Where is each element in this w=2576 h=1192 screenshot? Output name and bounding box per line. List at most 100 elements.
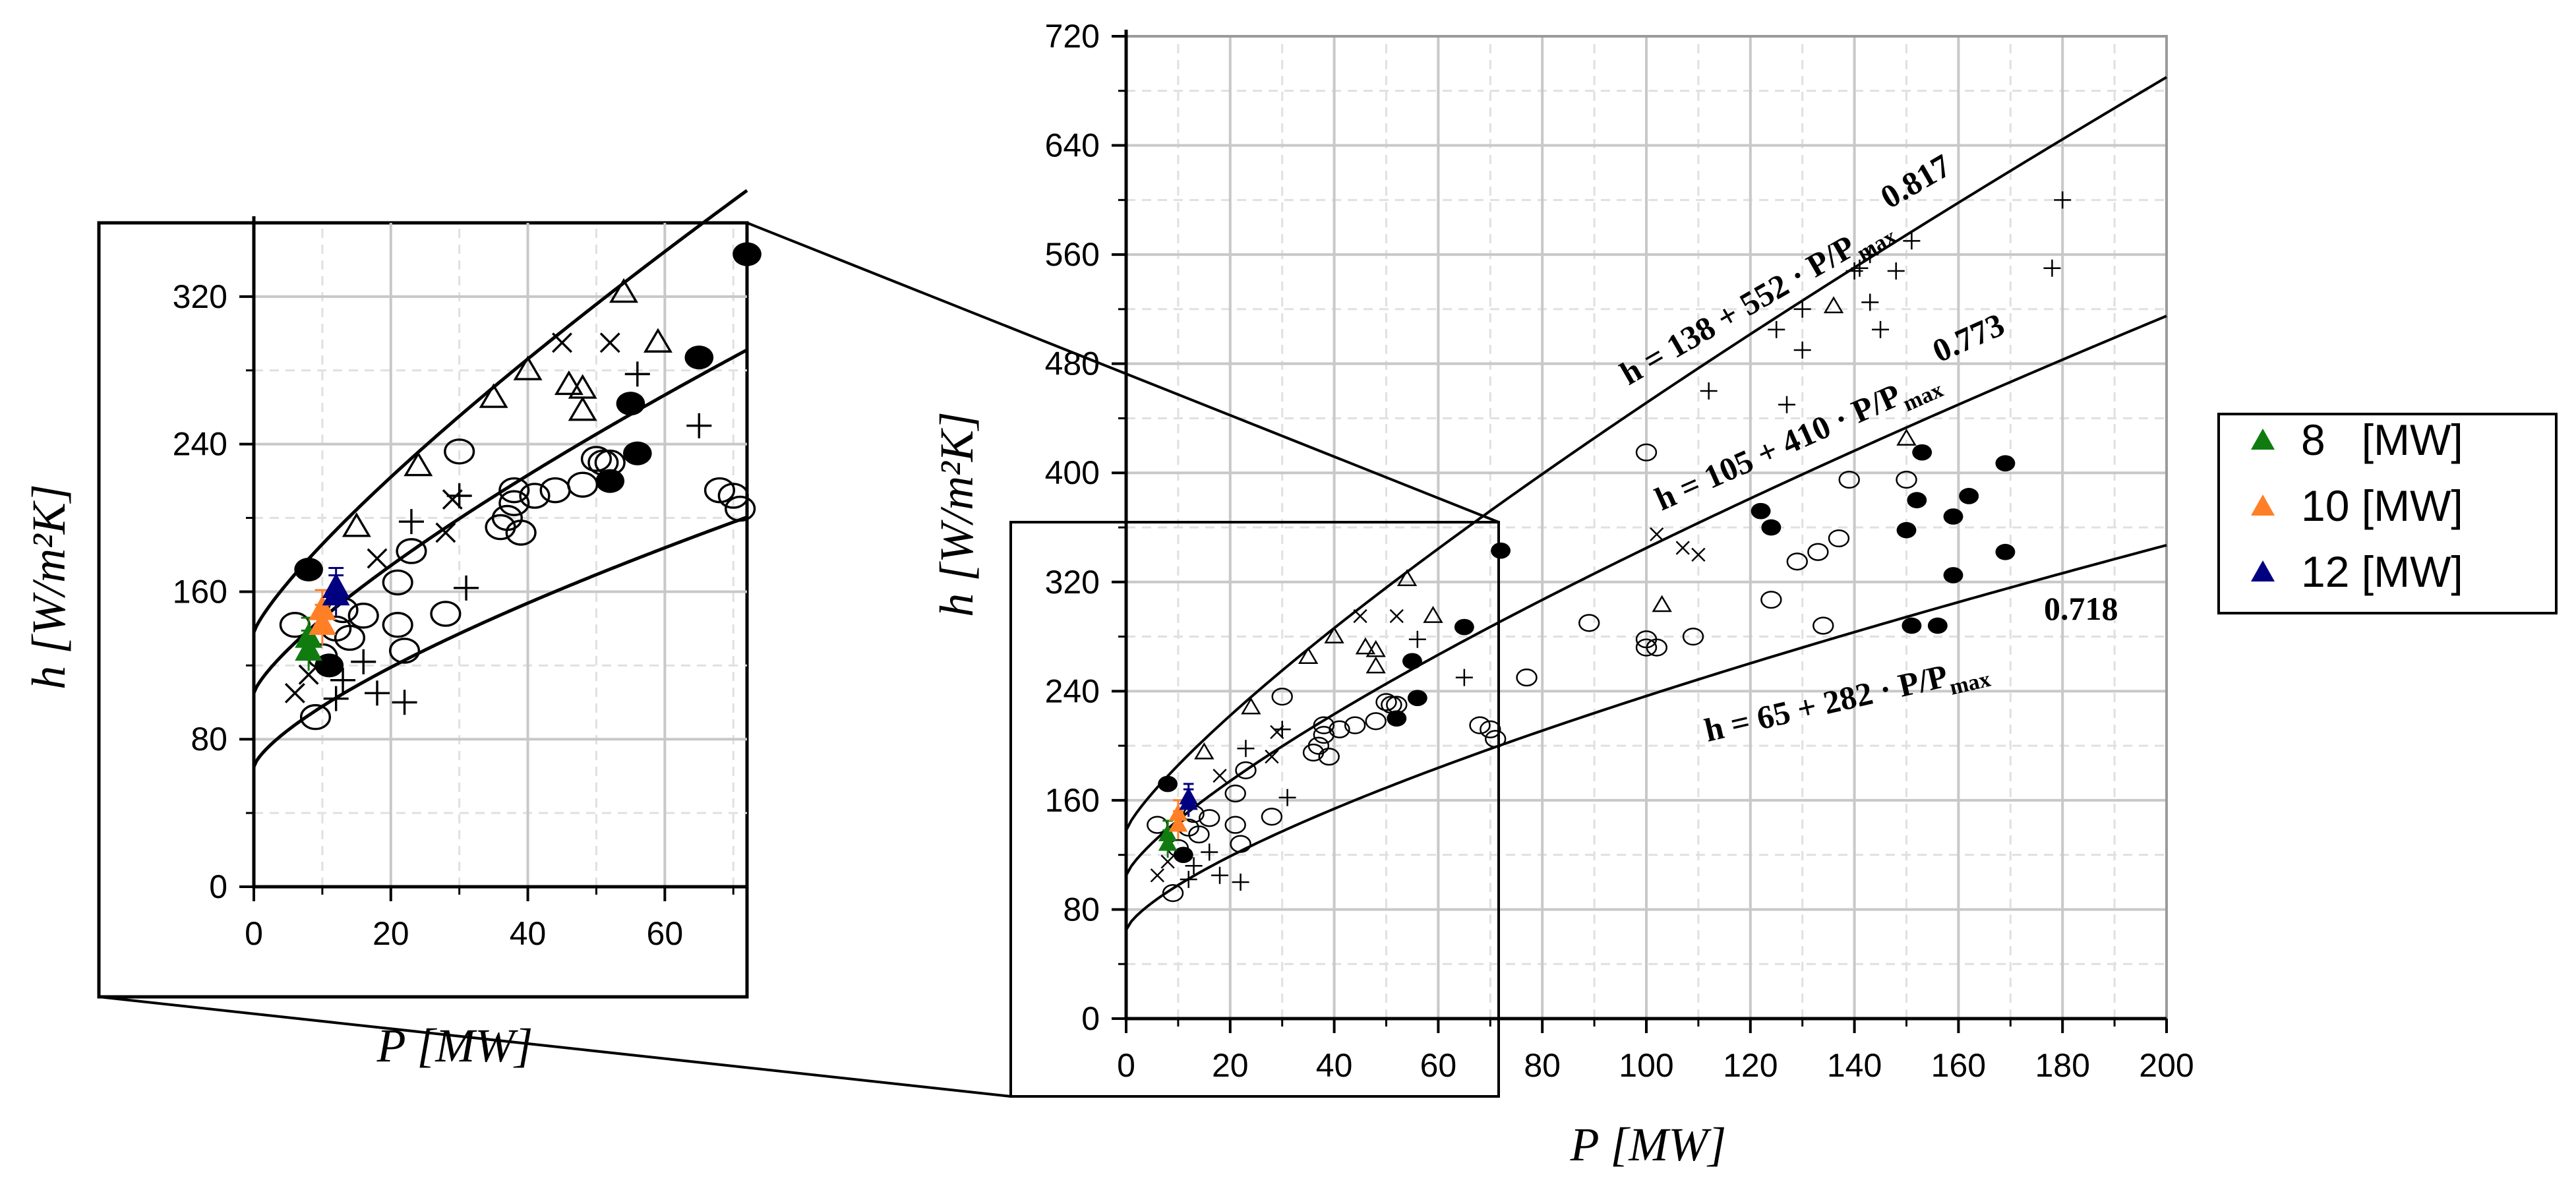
data-point-open-circle	[1786, 552, 1809, 571]
y-tick-label: 160	[173, 573, 227, 610]
data-point-plus	[1201, 843, 1218, 861]
data-point-plus	[1768, 320, 1785, 338]
data-point-x	[442, 489, 463, 510]
y-tick-label: 640	[1045, 127, 1100, 164]
data-point-filled-circle	[1943, 508, 1963, 525]
x-tick-label: 140	[1827, 1047, 1882, 1084]
data-point-filled-circle	[1454, 618, 1474, 636]
data-point-open-circle	[1828, 529, 1850, 548]
data-point-open-circle	[430, 601, 462, 627]
data-point-filled-circle	[1959, 488, 1979, 504]
data-point-open-triangle	[1241, 697, 1261, 715]
data-point-open-circle	[1271, 688, 1293, 706]
x-tick-label: 40	[1316, 1047, 1353, 1084]
data-point-plus	[1180, 870, 1197, 888]
data-point-x	[1650, 527, 1664, 541]
data-point-plus	[1273, 721, 1291, 738]
data-point-x	[1270, 725, 1284, 740]
data-point-open-circle	[725, 495, 756, 522]
x-tick-label: 160	[1931, 1047, 1986, 1084]
data-point-open-circle	[1224, 816, 1246, 834]
data-point-filled-circle	[1907, 492, 1927, 508]
data-point-open-circle	[388, 638, 421, 664]
equation-upper: h = 138 + 552 · P/Pmax0.817	[1603, 146, 1972, 398]
data-point-filled-circle	[1927, 617, 1948, 634]
data-point-open-circle	[1896, 470, 1917, 489]
data-point-filled-triangle	[1179, 792, 1198, 810]
data-point-open-circle	[1329, 720, 1350, 738]
data-point-plus	[351, 649, 376, 674]
data-point-open-circle	[1261, 808, 1283, 826]
data-point-open-circle	[717, 483, 749, 509]
fit-curve-upper	[1125, 76, 2168, 831]
legend: 8 [MW] 10 [MW] 12 [MW]	[2217, 413, 2558, 614]
data-point-x	[1265, 750, 1279, 764]
y-tick-label: 480	[1045, 345, 1100, 382]
data-point-open-circle	[1318, 748, 1340, 766]
legend-label-12mw: 12 [MW]	[2301, 547, 2463, 596]
y-tick-label: 160	[1045, 782, 1100, 819]
data-point-x	[552, 332, 572, 353]
legend-entry-10mw: 10 [MW]	[2251, 481, 2463, 530]
main-x-axis-title: P [MW]	[1570, 1118, 1727, 1171]
data-point-open-circle	[1375, 693, 1397, 711]
data-point-open-circle	[1313, 716, 1335, 734]
data-point-filled-circle	[1491, 542, 1511, 559]
data-point-filled-circle	[1896, 522, 1917, 539]
data-point-plus	[323, 686, 349, 711]
legend-label-10mw: 10 [MW]	[2301, 481, 2463, 530]
inset-grid	[253, 223, 747, 888]
x-tick-label: 80	[1524, 1047, 1561, 1084]
inset-data-points	[279, 242, 762, 730]
data-point-open-circle	[1646, 638, 1667, 657]
zoom-region-box	[1009, 521, 1500, 1098]
data-point-open-triangle	[554, 370, 584, 396]
data-point-open-triangle	[1194, 742, 1214, 760]
data-point-open-circle	[382, 612, 413, 638]
zoom-connector-top	[746, 222, 1499, 523]
x-tick-label: 0	[245, 915, 263, 952]
equation-lower-exponent: 0.718	[2044, 590, 2118, 627]
legend-entry-12mw: 12 [MW]	[2251, 547, 2463, 596]
data-point-open-triangle	[1324, 626, 1344, 643]
x-tick-label: 40	[510, 915, 547, 952]
data-point-plus	[1872, 320, 1890, 338]
y-tick-label: 0	[209, 868, 227, 905]
data-point-plus	[1793, 300, 1811, 318]
data-point-open-circle	[704, 477, 736, 504]
data-point-plus	[2043, 259, 2061, 277]
inset-chart: 0 80 160 240 320 0 20 40 60 P [MW] h [W/m²K]	[22, 189, 762, 1072]
inset-frame	[97, 221, 749, 999]
y-tick-label: 240	[173, 426, 227, 463]
data-point-filled-circle	[1407, 690, 1427, 707]
data-point-open-circle	[1480, 720, 1501, 738]
y-tick-label: 240	[1045, 672, 1100, 709]
data-point-x	[435, 522, 456, 543]
main-grid	[1125, 35, 2168, 1020]
data-point-open-circle	[1313, 725, 1335, 744]
data-point-open-triangle	[1365, 640, 1386, 657]
data-point-plus	[330, 667, 356, 693]
data-point-open-triangle	[1423, 606, 1443, 623]
data-point-open-circle	[1760, 591, 1782, 609]
data-point-open-circle	[1682, 627, 1704, 646]
data-point-open-triangle	[342, 512, 371, 537]
data-point-filled-circle	[733, 242, 762, 266]
data-point-open-circle	[299, 703, 332, 730]
data-point-x	[1150, 868, 1164, 883]
y-tick-label: 80	[191, 721, 227, 758]
data-point-open-circle	[1230, 835, 1251, 853]
data-point-filled-triangle	[322, 580, 350, 606]
x-tick-label: 120	[1723, 1047, 1778, 1084]
data-point-open-circle	[1199, 809, 1220, 827]
data-point-filled-circle	[1902, 617, 1922, 634]
data-point-open-circle	[1812, 616, 1834, 635]
legend-box	[2217, 413, 2558, 614]
data-point-plus	[1887, 262, 1905, 280]
data-point-filled-circle	[595, 469, 625, 493]
main-y-axis-title: h [W/m²K]	[930, 411, 983, 617]
data-point-open-triangle	[1652, 595, 1672, 612]
data-point-open-triangle	[568, 396, 597, 421]
data-point-open-circle	[498, 490, 530, 516]
